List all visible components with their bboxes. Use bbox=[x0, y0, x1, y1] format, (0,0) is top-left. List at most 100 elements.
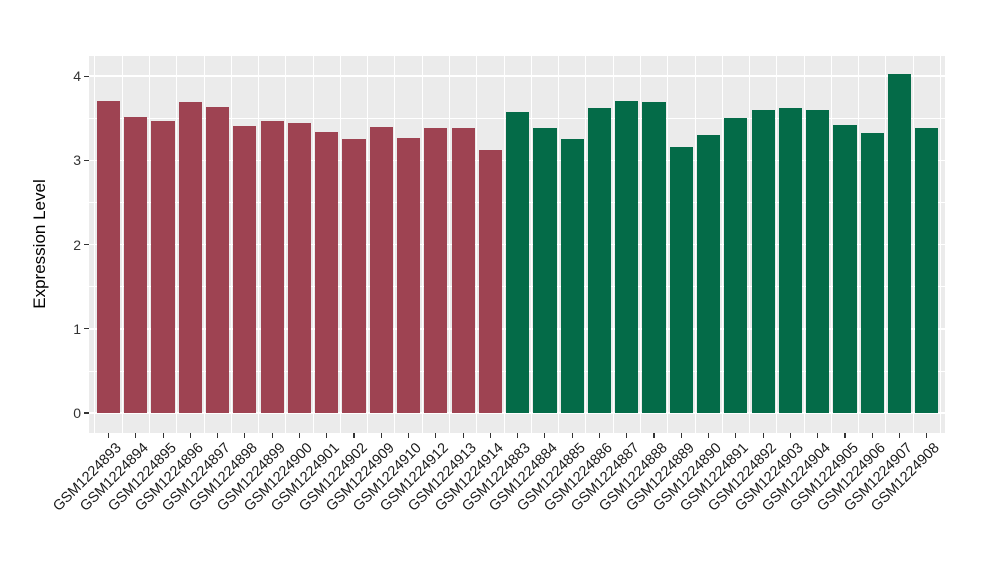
x-tick-mark bbox=[107, 433, 110, 438]
bar bbox=[915, 128, 939, 413]
major-gridline-h bbox=[89, 412, 945, 414]
x-tick-mark bbox=[326, 433, 328, 438]
x-tick-mark bbox=[135, 433, 137, 438]
minor-gridline-v bbox=[94, 56, 96, 433]
minor-gridline-v bbox=[148, 56, 150, 433]
minor-gridline-v bbox=[230, 56, 232, 433]
bar bbox=[424, 127, 448, 413]
x-tick-mark bbox=[407, 433, 410, 438]
bar bbox=[315, 131, 339, 413]
bar bbox=[342, 138, 366, 413]
x-tick-mark bbox=[926, 433, 928, 438]
minor-gridline-v bbox=[885, 56, 887, 433]
bar bbox=[724, 118, 748, 413]
minor-gridline-v bbox=[749, 56, 750, 433]
bar bbox=[287, 122, 312, 413]
y-tick-mark bbox=[84, 159, 89, 161]
y-tick-label: 4 bbox=[73, 68, 81, 85]
x-tick-mark bbox=[189, 433, 191, 438]
bar bbox=[887, 73, 912, 413]
minor-gridline-v bbox=[667, 56, 669, 433]
minor-gridline-v bbox=[939, 56, 941, 433]
x-tick-mark bbox=[735, 433, 737, 438]
minor-gridline-v bbox=[721, 56, 723, 433]
minor-gridline-v bbox=[258, 56, 259, 433]
bar bbox=[669, 146, 693, 413]
x-tick-mark bbox=[353, 433, 355, 438]
minor-gridline-v bbox=[558, 56, 559, 433]
minor-gridline-v bbox=[176, 56, 178, 433]
minor-gridline-v bbox=[203, 56, 205, 433]
x-tick-mark bbox=[462, 433, 464, 438]
x-tick-mark bbox=[544, 433, 546, 438]
bar bbox=[860, 132, 884, 413]
x-tick-mark bbox=[517, 433, 519, 438]
bar bbox=[478, 150, 502, 413]
bar bbox=[396, 137, 421, 413]
y-tick-label: 2 bbox=[73, 236, 81, 253]
x-tick-mark bbox=[844, 433, 846, 438]
minor-gridline-v bbox=[694, 56, 696, 433]
x-tick-mark bbox=[898, 433, 901, 438]
x-tick-mark bbox=[217, 433, 219, 438]
bar bbox=[178, 102, 202, 413]
minor-gridline-v bbox=[612, 56, 614, 433]
bar bbox=[506, 112, 530, 413]
x-tick-mark bbox=[298, 433, 300, 438]
minor-gridline-v bbox=[503, 56, 505, 433]
y-tick-label: 0 bbox=[73, 405, 81, 421]
minor-gridline-v bbox=[530, 56, 532, 433]
x-tick-mark bbox=[380, 433, 382, 438]
bar bbox=[533, 127, 557, 413]
bar bbox=[369, 126, 393, 413]
bar bbox=[124, 116, 148, 413]
x-tick-mark bbox=[435, 433, 437, 438]
x-tick-mark bbox=[244, 433, 246, 438]
y-tick-mark bbox=[84, 244, 89, 246]
minor-gridline-v bbox=[121, 56, 123, 433]
bar bbox=[260, 120, 284, 413]
x-tick-mark bbox=[789, 433, 791, 438]
x-tick-mark bbox=[162, 433, 164, 438]
y-tick-label: 3 bbox=[73, 152, 81, 169]
x-tick-mark bbox=[871, 433, 873, 438]
minor-gridline-v bbox=[830, 56, 832, 433]
bar bbox=[833, 125, 857, 413]
x-tick-mark bbox=[817, 433, 819, 438]
bar bbox=[696, 135, 721, 413]
x-tick-mark bbox=[271, 433, 273, 438]
y-tick-mark bbox=[84, 328, 89, 330]
y-tick-mark bbox=[84, 75, 89, 77]
minor-gridline-v bbox=[803, 56, 805, 433]
x-tick-mark bbox=[571, 433, 573, 438]
x-tick-mark bbox=[626, 433, 628, 438]
major-gridline-h bbox=[89, 75, 945, 77]
bar bbox=[451, 128, 475, 413]
bar bbox=[751, 109, 775, 413]
y-tick-mark bbox=[84, 412, 89, 414]
x-tick-mark bbox=[489, 433, 491, 438]
minor-gridline-v bbox=[339, 56, 341, 433]
bar bbox=[206, 106, 230, 413]
x-tick-mark bbox=[708, 433, 710, 438]
bar bbox=[778, 108, 802, 413]
plot-panel bbox=[89, 56, 945, 433]
minor-gridline-v bbox=[285, 56, 287, 433]
bar bbox=[233, 125, 257, 413]
bar bbox=[560, 139, 584, 413]
minor-gridline-v bbox=[367, 56, 369, 433]
minor-gridline-v bbox=[476, 56, 478, 433]
bar bbox=[642, 102, 666, 413]
minor-gridline-v bbox=[776, 56, 778, 433]
bar bbox=[96, 100, 121, 413]
x-tick-mark bbox=[680, 433, 682, 438]
minor-gridline-v bbox=[312, 56, 314, 433]
minor-gridline-v bbox=[858, 56, 860, 433]
minor-gridline-v bbox=[394, 56, 396, 433]
minor-gridline-v bbox=[639, 56, 641, 433]
bar bbox=[587, 108, 612, 413]
bar bbox=[151, 120, 175, 413]
x-tick-mark bbox=[762, 433, 764, 438]
minor-gridline-v bbox=[912, 56, 914, 433]
